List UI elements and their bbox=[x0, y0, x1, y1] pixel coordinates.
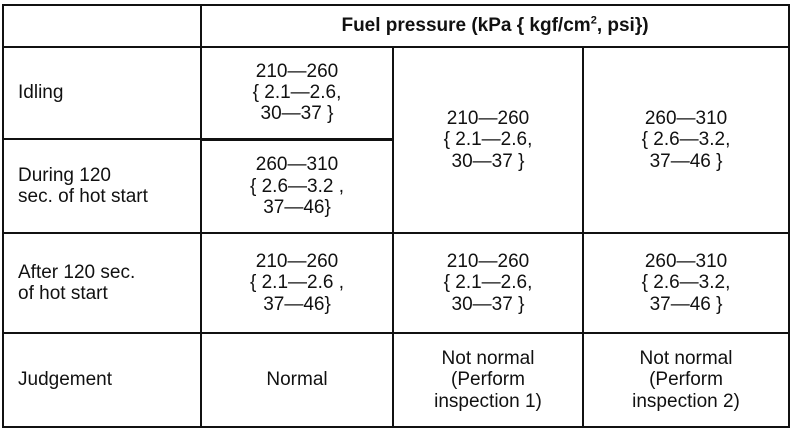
value-line: 30—37 } bbox=[451, 293, 525, 315]
value-line: { 2.6—3.2, bbox=[641, 129, 731, 151]
value-line: 30—37 } bbox=[451, 150, 525, 172]
value-line: 210—260 bbox=[446, 251, 530, 273]
merged-col3: 260—310 { 2.6—3.2, 37—46 } bbox=[581, 46, 791, 234]
value-line: { 2.6—3.2, bbox=[641, 272, 731, 294]
label-line: sec. of hot start bbox=[18, 186, 148, 207]
value-line: { 2.1—2.6 , bbox=[249, 272, 344, 294]
value-line: 30—37 } bbox=[260, 103, 334, 125]
judgement-col3: Not normal (Perform inspection 2) bbox=[581, 332, 791, 428]
row-judgement: Judgement Normal Not normal (Perform ins… bbox=[2, 332, 791, 428]
value-line: 260—310 bbox=[644, 108, 728, 130]
fuel-pressure-table: Fuel pressure (kPa { kgf/cm2, psi}) Idli… bbox=[2, 4, 791, 428]
value-line: 260—310 bbox=[255, 154, 339, 176]
value-line: 37—46} bbox=[263, 293, 331, 315]
row-idling: Idling 210—260 { 2.1—2.6, 30—37 } 210—26… bbox=[2, 46, 791, 234]
label-idling: Idling bbox=[2, 46, 202, 140]
label-during-120: During 120 sec. of hot start bbox=[2, 138, 202, 234]
judgement-col1: Normal bbox=[200, 332, 394, 428]
idling-col1: 210—260 { 2.1—2.6, 30—37 } bbox=[200, 46, 394, 141]
value-line: 210—260 bbox=[255, 60, 339, 82]
label-judgement: Judgement bbox=[2, 332, 202, 428]
merged-col2: 210—260 { 2.1—2.6, 30—37 } bbox=[392, 46, 584, 234]
during-120-col1: 260—310 { 2.6—3.2 , 37—46} bbox=[200, 138, 394, 234]
header-row: Fuel pressure (kPa { kgf/cm2, psi}) bbox=[2, 4, 791, 48]
value-line: { 2.1—2.6, bbox=[443, 129, 533, 151]
value-line: { 2.6—3.2 , bbox=[249, 175, 344, 197]
value-line: { 2.1—2.6, bbox=[443, 272, 533, 294]
label-after-120: After 120 sec. of hot start bbox=[2, 232, 202, 334]
value-line: Not normal bbox=[639, 348, 733, 370]
value-line: inspection 1) bbox=[434, 390, 542, 412]
value-line: 37—46} bbox=[263, 196, 331, 218]
fuel-pressure-header: Fuel pressure (kPa { kgf/cm2, psi}) bbox=[199, 4, 791, 48]
value-line: { 2.1—2.6, bbox=[252, 82, 342, 104]
corner-cell bbox=[2, 4, 202, 48]
value-line: 210—260 bbox=[446, 108, 530, 130]
value-line: 37—46 } bbox=[649, 150, 723, 172]
value-line: 210—260 bbox=[255, 251, 339, 273]
label-line: After 120 sec. bbox=[18, 261, 136, 283]
value-line: 37—46 } bbox=[649, 293, 723, 315]
after-120-col2: 210—260 { 2.1—2.6, 30—37 } bbox=[392, 232, 584, 334]
header-superscript: 2 bbox=[590, 15, 597, 28]
judgement-col2: Not normal (Perform inspection 1) bbox=[392, 332, 584, 428]
label-line: of hot start bbox=[18, 283, 108, 304]
label-line: During 120 bbox=[18, 164, 111, 186]
value-line: Not normal bbox=[441, 348, 535, 370]
value-line: (Perform bbox=[649, 369, 723, 391]
value-line: 260—310 bbox=[644, 251, 728, 273]
after-120-col3: 260—310 { 2.6—3.2, 37—46 } bbox=[581, 232, 791, 334]
header-text: Fuel pressure (kPa { kgf/cm bbox=[341, 15, 591, 37]
value-line: (Perform bbox=[451, 369, 525, 391]
row-during-120: During 120 sec. of hot start 260—310 { 2… bbox=[2, 138, 789, 234]
header-text-suffix: , psi}) bbox=[596, 15, 649, 37]
after-120-col1: 210—260 { 2.1—2.6 , 37—46} bbox=[200, 232, 394, 334]
value-line: inspection 2) bbox=[632, 390, 740, 412]
row-after-120: After 120 sec. of hot start 210—260 { 2.… bbox=[2, 232, 791, 334]
